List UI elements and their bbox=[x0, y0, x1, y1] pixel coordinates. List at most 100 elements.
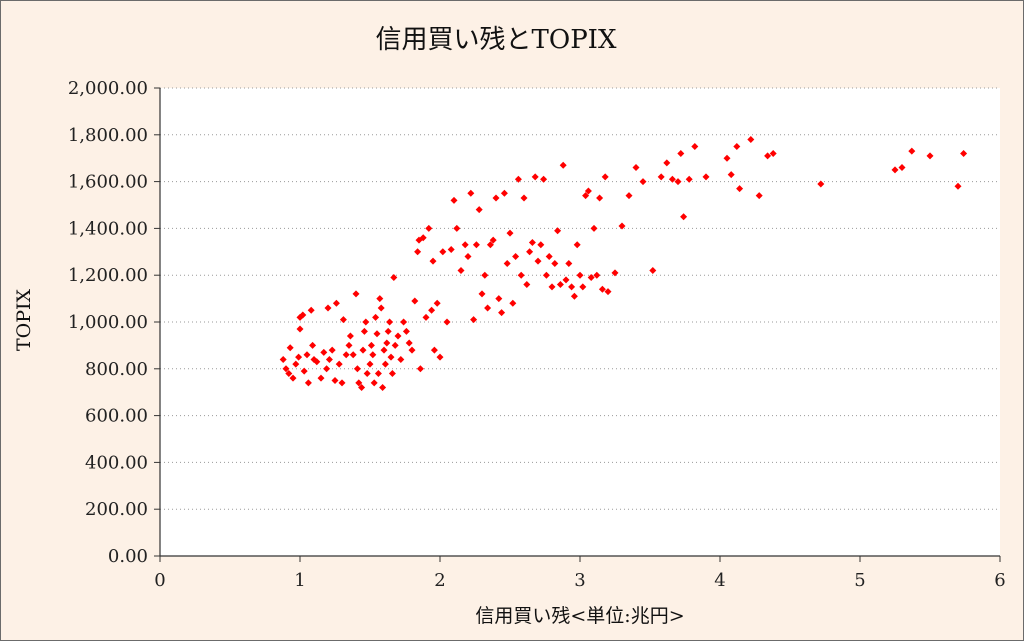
data-point bbox=[500, 189, 508, 197]
chart-title: 信用買い残とTOPIX bbox=[376, 25, 617, 55]
data-point bbox=[381, 360, 389, 368]
data-points bbox=[279, 135, 968, 392]
data-point bbox=[517, 271, 525, 279]
data-point bbox=[295, 353, 303, 361]
y-tick-labels: 0.00 200.00 400.00 600.00 800.00 1,000.00 1,20… bbox=[68, 78, 148, 567]
data-point bbox=[279, 355, 287, 363]
data-point bbox=[296, 325, 304, 333]
data-point bbox=[387, 353, 395, 361]
data-point bbox=[817, 180, 825, 188]
data-point bbox=[596, 194, 604, 202]
data-point bbox=[668, 175, 676, 183]
data-point bbox=[430, 346, 438, 354]
data-point bbox=[769, 150, 777, 158]
data-point bbox=[386, 318, 394, 326]
data-point bbox=[447, 245, 455, 253]
y-tick-label: 0.00 bbox=[108, 546, 148, 567]
data-point bbox=[625, 192, 633, 200]
data-point bbox=[422, 313, 430, 321]
x-tick-label: 5 bbox=[854, 570, 865, 591]
data-point bbox=[568, 283, 576, 291]
data-point bbox=[388, 369, 396, 377]
data-point bbox=[332, 299, 340, 307]
data-point bbox=[457, 267, 465, 275]
y-tick-label: 2,000.00 bbox=[68, 78, 148, 99]
x-tick-label: 4 bbox=[714, 570, 725, 591]
y-axis-label: TOPIX bbox=[13, 289, 35, 352]
data-point bbox=[355, 379, 363, 387]
axes bbox=[154, 87, 1001, 562]
data-point bbox=[353, 365, 361, 373]
data-point bbox=[545, 252, 553, 260]
data-point bbox=[390, 274, 398, 282]
data-point bbox=[562, 276, 570, 284]
data-point bbox=[376, 295, 384, 303]
data-point bbox=[377, 304, 385, 312]
data-point bbox=[554, 227, 562, 235]
data-point bbox=[736, 185, 744, 193]
data-point bbox=[394, 332, 402, 340]
data-point bbox=[299, 311, 307, 319]
data-point bbox=[960, 150, 968, 158]
x-tick-labels: 0 1 2 3 4 5 6 bbox=[154, 570, 1005, 591]
data-point bbox=[542, 271, 550, 279]
data-point bbox=[584, 187, 592, 195]
data-point bbox=[320, 348, 328, 356]
data-point bbox=[556, 281, 564, 289]
data-point bbox=[587, 274, 595, 282]
data-point bbox=[345, 341, 353, 349]
data-point bbox=[503, 260, 511, 267]
data-point bbox=[428, 306, 436, 314]
data-point bbox=[436, 353, 444, 361]
data-point bbox=[534, 257, 542, 265]
data-point bbox=[362, 318, 370, 326]
y-tick-label: 1,600.00 bbox=[68, 172, 148, 193]
data-point bbox=[520, 194, 528, 202]
data-point bbox=[367, 341, 375, 349]
data-point bbox=[632, 164, 640, 172]
data-point bbox=[374, 369, 382, 377]
data-point bbox=[328, 346, 336, 354]
data-point bbox=[292, 360, 300, 368]
data-point bbox=[384, 327, 392, 335]
data-point bbox=[509, 299, 517, 307]
data-point bbox=[342, 351, 350, 359]
data-point bbox=[304, 379, 312, 387]
y-tick-label: 1,800.00 bbox=[68, 125, 148, 146]
data-point bbox=[674, 178, 682, 186]
data-point bbox=[349, 351, 357, 359]
data-point bbox=[570, 292, 578, 300]
data-point bbox=[411, 297, 419, 305]
data-point bbox=[649, 267, 657, 275]
data-point bbox=[537, 241, 545, 249]
y-tick-label: 800.00 bbox=[85, 359, 148, 380]
data-point bbox=[723, 154, 731, 162]
data-point bbox=[366, 360, 374, 368]
data-point bbox=[680, 213, 688, 221]
x-tick-label: 0 bbox=[154, 570, 165, 591]
x-axis-label: 信用買い残<単位:兆円> bbox=[475, 605, 684, 627]
data-point bbox=[282, 365, 290, 373]
data-point bbox=[323, 365, 331, 373]
data-point bbox=[429, 257, 437, 265]
data-point bbox=[755, 192, 763, 200]
data-point bbox=[691, 143, 699, 150]
data-point bbox=[540, 175, 548, 183]
data-point bbox=[369, 351, 377, 359]
data-point bbox=[405, 339, 413, 347]
y-tick-label: 200.00 bbox=[85, 499, 148, 520]
data-point bbox=[419, 234, 427, 242]
data-point bbox=[593, 271, 601, 279]
data-point bbox=[891, 166, 899, 174]
data-point bbox=[954, 182, 962, 190]
data-point bbox=[639, 178, 647, 186]
data-point bbox=[285, 369, 293, 377]
data-point bbox=[576, 271, 584, 279]
data-point bbox=[548, 283, 556, 291]
data-point bbox=[400, 318, 408, 326]
data-point bbox=[489, 236, 497, 244]
data-point bbox=[604, 288, 612, 296]
data-point bbox=[582, 192, 590, 200]
data-point bbox=[443, 318, 451, 326]
